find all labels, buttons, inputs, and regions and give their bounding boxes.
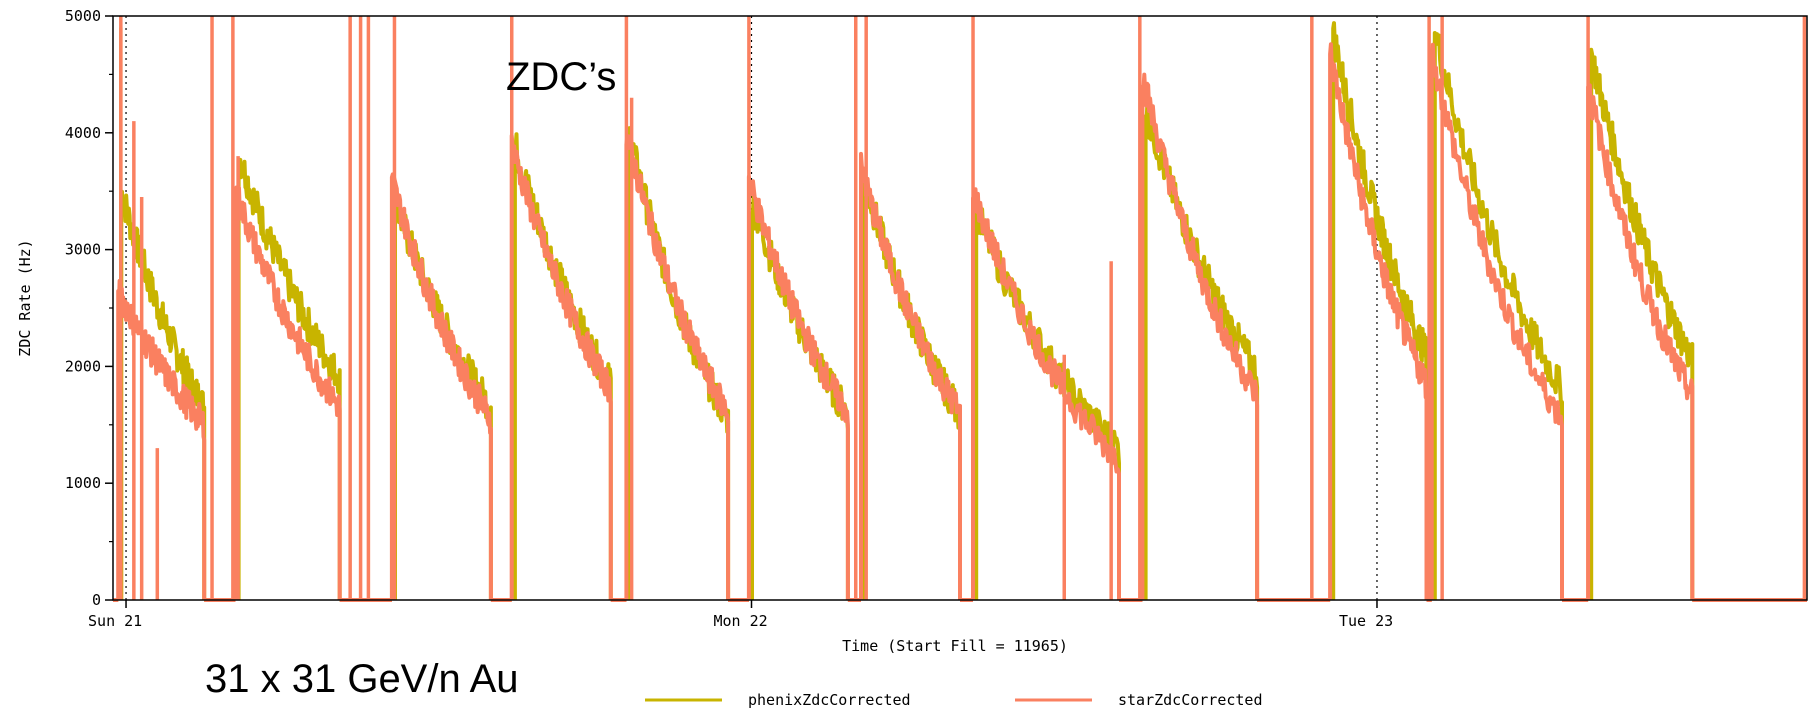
y-tick-label-4: 4000: [65, 124, 101, 142]
x-tick-label-1: Mon 22: [714, 612, 768, 630]
series-1-fill-7: [960, 189, 1119, 600]
series-1-fill-2: [340, 174, 491, 600]
y-tick-label-5: 5000: [65, 7, 101, 25]
series-layer: [113, 16, 1807, 600]
series-0-fill-5: [728, 195, 848, 600]
series-1-fill-3: [491, 136, 611, 600]
y-tick-label-3: 3000: [65, 241, 101, 259]
series-1-fill-10: [1427, 45, 1563, 600]
series-0-fill-7: [960, 201, 1119, 601]
x-axis-title: Time (Start Fill = 11965): [842, 637, 1068, 655]
series-1-fill-9: [1257, 44, 1426, 600]
legend: phenixZdcCorrected starZdcCorrected: [645, 691, 1263, 709]
annotation-zdcs: ZDC’s: [506, 55, 616, 99]
series-0-fill-11: [1562, 50, 1692, 600]
series-1-fill-5: [728, 177, 848, 600]
series-starZdcCorrected: [113, 16, 1807, 600]
y-tick-label-0: 0: [92, 591, 101, 609]
x-tick-label-2: Tue 23: [1339, 612, 1393, 630]
series-1-fill-11: [1562, 85, 1692, 600]
series-1-fill-4: [611, 136, 728, 600]
y-axis: 0 1000 2000 3000 4000 5000: [65, 7, 113, 609]
annotation-beam: 31 x 31 GeV/n Au: [205, 657, 519, 701]
x-axis: Sun 21 Mon 22 Tue 23: [88, 600, 1393, 630]
y-axis-title: ZDC Rate (Hz): [16, 239, 34, 356]
y-tick-label-1: 1000: [65, 474, 101, 492]
x-tick-label-0: Sun 21: [88, 612, 142, 630]
y-tick-label-2: 2000: [65, 357, 101, 375]
legend-label-star: starZdcCorrected: [1118, 691, 1263, 709]
legend-label-phenix: phenixZdcCorrected: [748, 691, 911, 709]
